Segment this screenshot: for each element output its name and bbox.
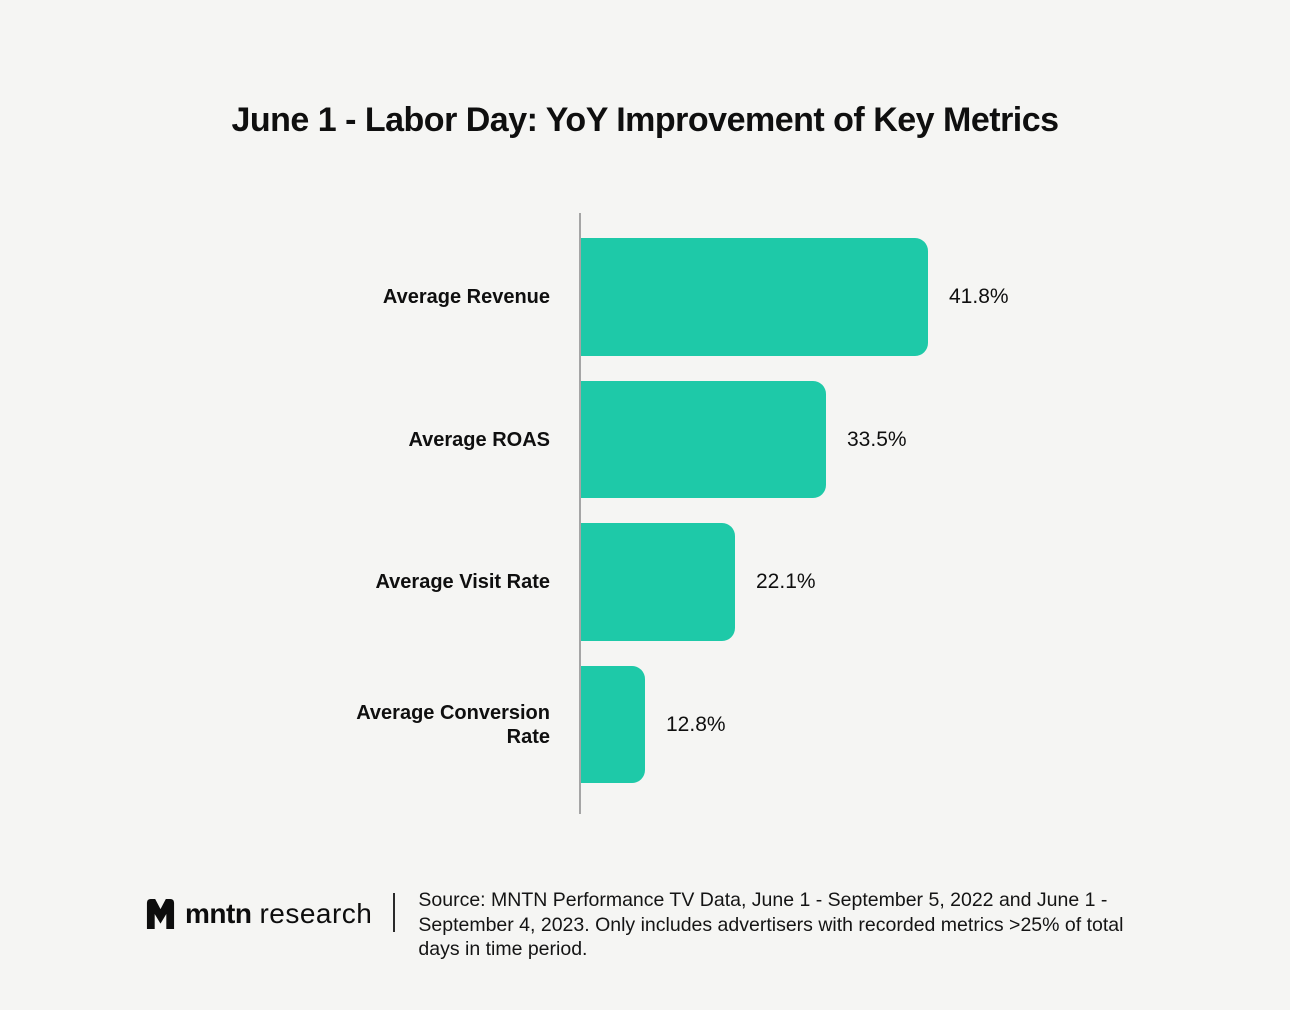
brand-name-regular: research — [259, 897, 373, 929]
bar-row-average-revenue: Average Revenue 41.8% — [0, 238, 1290, 356]
chart-title: June 1 - Labor Day: YoY Improvement of K… — [231, 101, 1059, 139]
bar-average-revenue — [581, 238, 928, 356]
source-text: Source: MNTN Performance TV Data, June 1… — [418, 889, 1124, 960]
bar-row-average-visit-rate: Average Visit Rate 22.1% — [0, 523, 1290, 641]
category-label-average-visit-rate: Average Visit Rate — [375, 571, 550, 593]
bar-average-visit-rate — [581, 523, 735, 641]
value-label-average-revenue: 41.8% — [949, 285, 1009, 308]
bar-row-average-roas: Average ROAS 33.5% — [0, 381, 1290, 498]
category-label-average-revenue: Average Revenue — [382, 286, 550, 308]
value-label-average-conversion-rate: 12.8% — [666, 712, 726, 736]
brand-name-bold: mntn — [185, 897, 252, 929]
bar-average-roas — [581, 381, 826, 498]
category-label-average-conversion-rate: Average Conversion Rate — [356, 701, 550, 748]
y-axis-line — [579, 213, 581, 814]
mntn-m-icon — [146, 898, 175, 929]
brand-logo: mntn research — [145, 897, 372, 930]
footer: mntn research Source: MNTN Performance T… — [145, 888, 1158, 962]
value-label-average-visit-rate: 22.1% — [756, 570, 816, 593]
footer-divider — [393, 893, 396, 932]
category-label-average-roas: Average ROAS — [408, 428, 550, 451]
bar-row-average-conversion-rate: Average Conversion Rate 12.8% — [0, 666, 1290, 783]
bar-average-conversion-rate — [581, 666, 645, 783]
value-label-average-roas: 33.5% — [847, 427, 907, 451]
